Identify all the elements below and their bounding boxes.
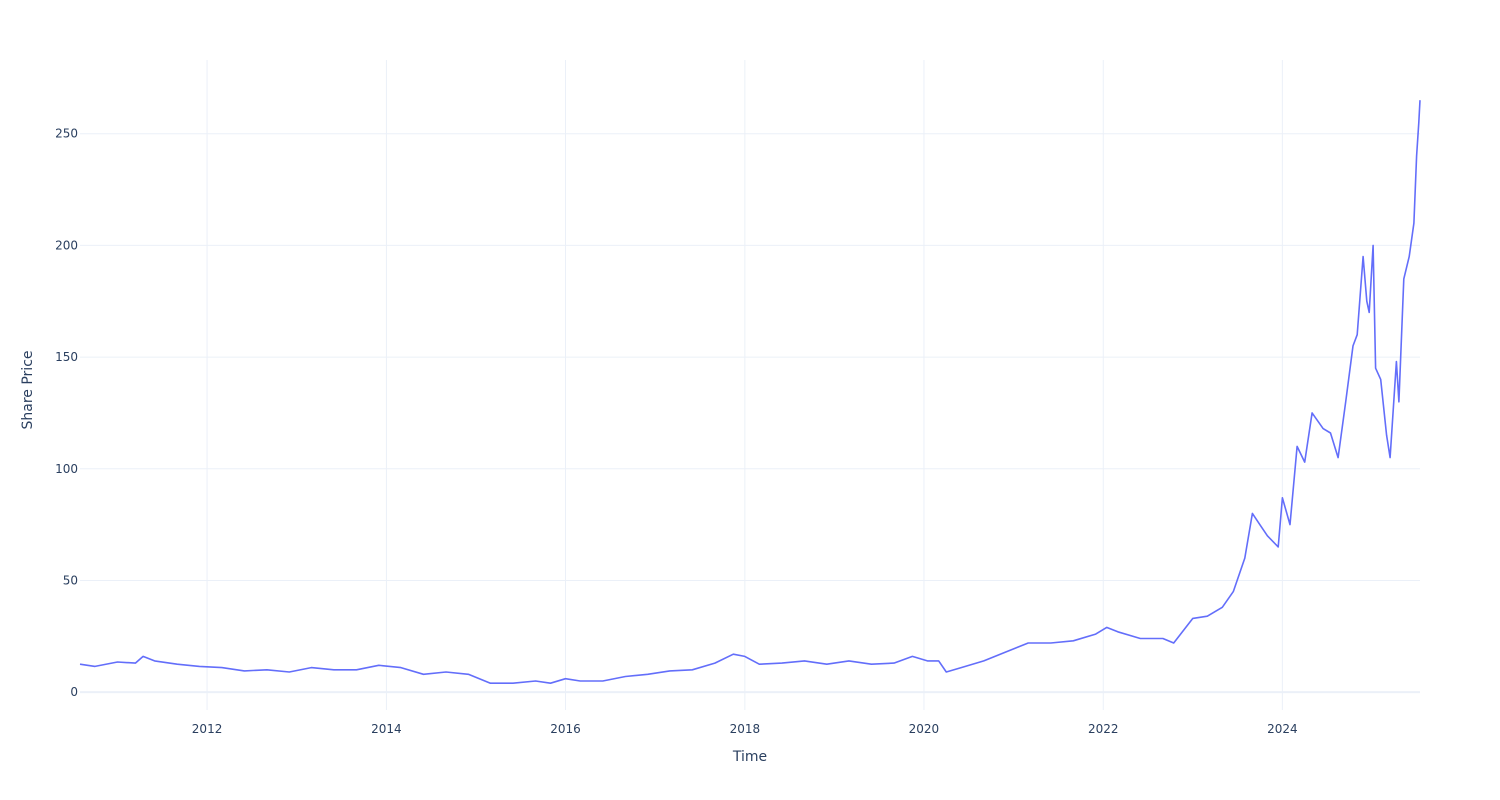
y-tick-label: 100 <box>55 462 78 476</box>
x-axis-title: Time <box>732 749 767 765</box>
y-axis-title: Share Price <box>20 350 36 429</box>
y-tick-label: 50 <box>63 573 78 587</box>
grid-lines <box>80 60 1420 710</box>
x-tick-label: 2022 <box>1088 722 1119 736</box>
y-tick-label: 250 <box>55 127 78 141</box>
x-tick-label: 2018 <box>730 722 761 736</box>
series-line <box>79 100 1421 685</box>
y-tick-label: 0 <box>70 685 78 699</box>
y-tick-label: 200 <box>55 238 78 252</box>
x-tick-labels: 2012 2014 2016 2018 2020 2022 2024 <box>192 722 1298 736</box>
y-tick-label: 150 <box>55 350 78 364</box>
x-tick-label: 2020 <box>909 722 940 736</box>
x-tick-label: 2012 <box>192 722 223 736</box>
x-tick-label: 2024 <box>1267 722 1298 736</box>
x-tick-label: 2016 <box>550 722 581 736</box>
series-lines <box>79 100 1421 685</box>
y-tick-labels: 0 50 100 150 200 250 <box>55 127 78 699</box>
x-tick-label: 2014 <box>371 722 402 736</box>
